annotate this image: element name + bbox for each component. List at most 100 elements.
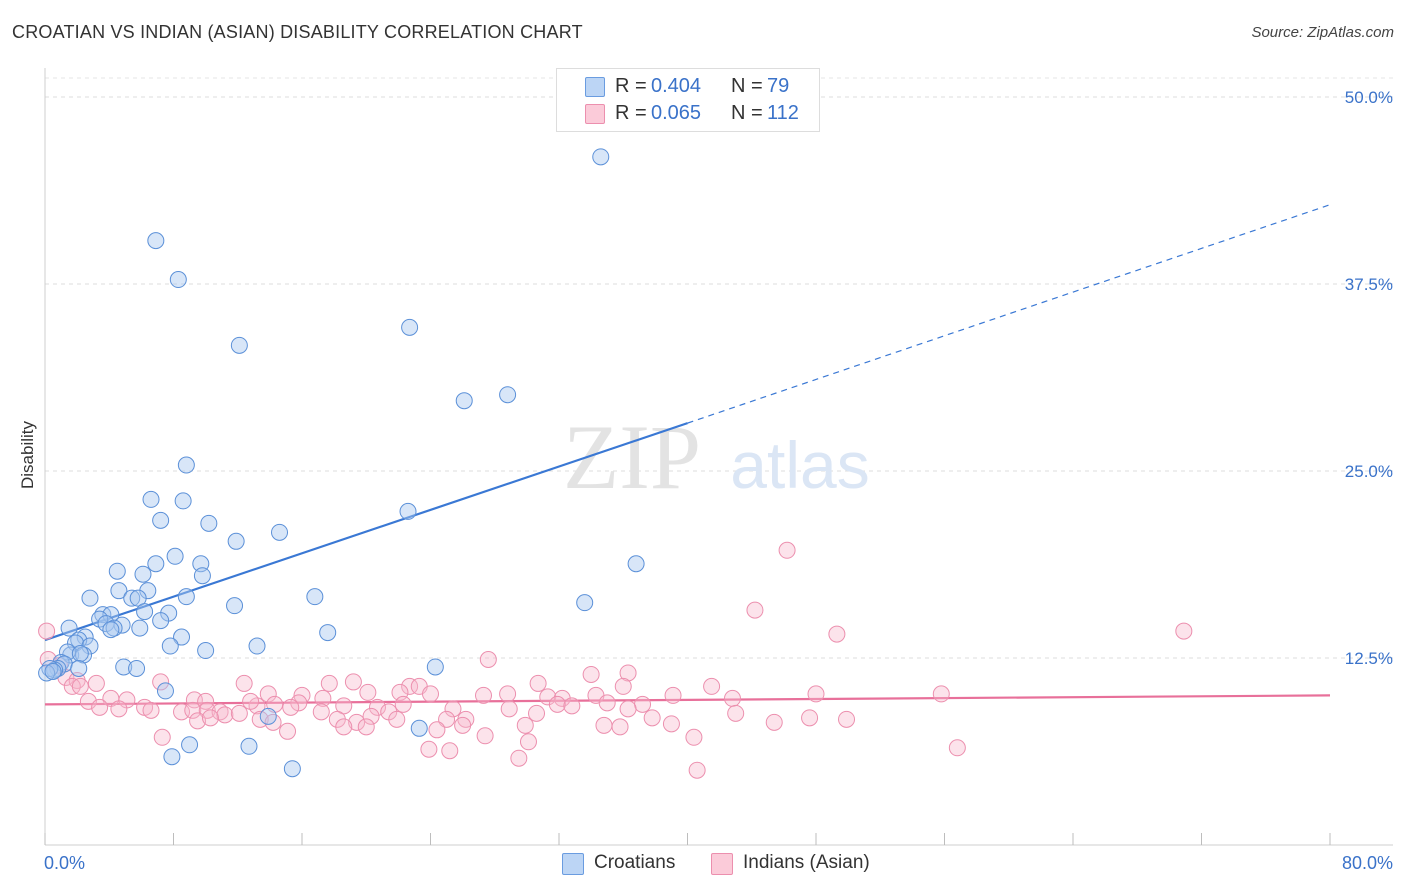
indians-point	[828, 625, 846, 643]
croatians-point	[227, 532, 245, 550]
indians-point	[519, 733, 537, 751]
indians-point	[230, 704, 248, 722]
indians-point	[142, 701, 160, 719]
chart-title: CROATIAN VS INDIAN (ASIAN) DISABILITY CO…	[12, 22, 583, 42]
croatians-point	[110, 582, 128, 600]
indians-point	[454, 716, 472, 734]
croatians-point	[108, 562, 126, 580]
data-points	[38, 148, 1193, 779]
croatians-point	[177, 456, 195, 474]
indians-point	[688, 761, 706, 779]
croatians-point	[152, 511, 170, 529]
croatians-point	[147, 232, 165, 250]
r-value: 0.065	[651, 102, 702, 124]
croatians-point	[156, 682, 174, 700]
indians-point	[703, 677, 721, 695]
indians-point	[510, 749, 528, 767]
croatians-point	[134, 565, 152, 583]
indians-point	[619, 700, 637, 718]
croatians-point	[152, 612, 170, 630]
indians-point	[368, 698, 386, 716]
croatians-point	[102, 621, 120, 639]
indians-point	[476, 727, 494, 745]
croatians-point	[123, 589, 141, 607]
legend-item-indians[interactable]: Indians (Asian)	[711, 852, 891, 876]
indians-point	[727, 704, 745, 722]
indians-point	[362, 707, 380, 725]
indians-point	[420, 740, 438, 758]
indians-point	[685, 728, 703, 746]
trend-lines	[44, 204, 1331, 706]
croatians-trend-extension	[687, 204, 1331, 424]
legend-item-croatians[interactable]: Croatians	[562, 852, 702, 876]
indians-point	[394, 695, 412, 713]
croatians-point	[44, 662, 62, 680]
croatians-point	[248, 637, 266, 655]
x-tick-label-right: 80.0%	[1342, 853, 1393, 873]
indians-point	[475, 686, 493, 704]
indians-point	[723, 689, 741, 707]
croatians-point	[627, 555, 645, 573]
croatians-point	[592, 148, 610, 166]
indians-point	[279, 722, 297, 740]
stats-row-indians: R = 0.065 N = 112	[557, 102, 819, 128]
croatians-point	[173, 628, 191, 646]
croatians-point	[197, 642, 215, 660]
indians-point	[359, 683, 377, 701]
indians-point	[634, 695, 652, 713]
croatians-point	[131, 619, 149, 637]
croatians-point	[41, 659, 59, 677]
watermark-zip: ZIP	[563, 406, 701, 508]
croatians-point	[426, 658, 444, 676]
indians-point	[499, 685, 517, 703]
indians-point	[595, 716, 613, 734]
stats-row-croatians: R = 0.404 N = 79	[557, 75, 819, 101]
croatians-point	[70, 659, 88, 677]
indians-point	[548, 695, 566, 713]
croatians-legend-label: Croatians	[594, 852, 676, 873]
croatians-point	[161, 637, 179, 655]
indians-point	[428, 721, 446, 739]
croatians-point	[169, 271, 187, 289]
indians-point	[441, 742, 459, 760]
indians-point	[152, 673, 170, 691]
indians-point	[189, 712, 207, 730]
croatians-point	[163, 748, 181, 766]
axes	[44, 68, 1393, 846]
indians-point	[807, 685, 825, 703]
indians-swatch	[585, 104, 605, 124]
indians-point	[528, 704, 546, 722]
croatians-point	[226, 597, 244, 615]
croatians-trend-line	[44, 422, 688, 642]
indians-point	[357, 718, 375, 736]
indians-point	[87, 674, 105, 692]
indians-point	[932, 685, 950, 703]
indians-point	[320, 674, 338, 692]
indians-point	[611, 718, 629, 736]
indians-point	[479, 650, 497, 668]
indians-point	[529, 674, 547, 692]
y-tick-label: 50.0%	[1345, 88, 1393, 107]
indians-point	[948, 739, 966, 757]
watermark: ZIP atlas	[563, 406, 870, 508]
indians-point	[664, 686, 682, 704]
indians-point	[801, 709, 819, 727]
indians-point	[211, 703, 229, 721]
tick-labels: 12.5% 25.0% 37.5% 50.0% 0.0% 80.0%	[44, 88, 1393, 873]
indians-point	[838, 710, 856, 728]
indians-point	[401, 677, 419, 695]
indians-point	[282, 698, 300, 716]
indians-point	[422, 685, 439, 703]
indians-point	[290, 694, 308, 712]
r-label: R =	[615, 102, 647, 124]
croatians-point	[71, 645, 89, 663]
indians-point	[563, 697, 581, 715]
croatians-swatch	[585, 77, 605, 97]
indians-point	[153, 728, 171, 746]
y-tick-label: 37.5%	[1345, 275, 1393, 294]
indians-trend-line	[44, 694, 1331, 706]
indians-point	[235, 674, 253, 692]
y-axis-label: Disability	[18, 420, 37, 490]
croatians-point	[147, 555, 165, 573]
